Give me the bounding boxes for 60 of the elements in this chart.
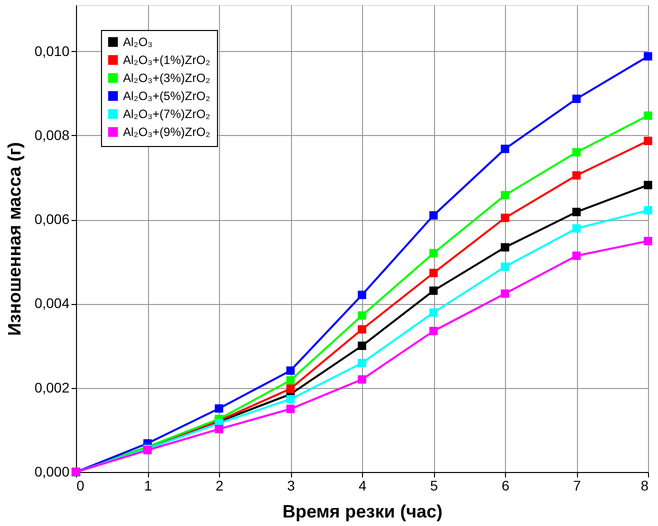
legend-label: Al₂O₃+(3%)ZrO₂ [123, 71, 211, 85]
point [644, 136, 652, 146]
point [572, 252, 581, 260]
point [286, 395, 295, 404]
point [214, 424, 224, 434]
y-axis-title: Изношенная масса (г) [4, 142, 24, 336]
point [572, 94, 581, 104]
point [500, 190, 510, 200]
x-tick-label: 2 [216, 478, 224, 494]
point [429, 286, 438, 295]
point [572, 208, 581, 216]
point [644, 111, 652, 120]
point [286, 404, 295, 414]
point [429, 249, 438, 258]
point [500, 243, 510, 252]
point [429, 211, 438, 220]
point [572, 171, 581, 180]
legend-label: Al₂O₃+(9%)ZrO₂ [123, 125, 211, 139]
y-tick-label: 0,002 [34, 379, 70, 396]
point [500, 289, 510, 298]
x-tick-label: 1 [144, 478, 152, 494]
point [500, 214, 510, 222]
x-tick-label: 7 [573, 478, 582, 494]
point [429, 268, 438, 278]
point [500, 144, 510, 154]
legend-label: Al₂O₃+(5%)ZrO₂ [123, 89, 211, 103]
x-tick-label: 4 [358, 478, 367, 494]
point [358, 342, 366, 350]
point [572, 224, 581, 233]
point [286, 376, 295, 384]
x-axis-title: Время резки (час) [282, 502, 443, 522]
point [572, 148, 581, 156]
y-tick-label: 0,004 [34, 295, 70, 312]
point [644, 180, 652, 190]
point [358, 325, 366, 334]
y-tick-label: 0,010 [34, 42, 70, 59]
legend-label: Al₂O₃ [123, 35, 153, 49]
x-tick-label: 8 [640, 478, 649, 494]
point [429, 326, 438, 336]
legend-label: Al₂O₃+(7%)ZrO₂ [123, 107, 211, 121]
y-tick-label: 0,006 [34, 211, 70, 228]
point [286, 384, 295, 393]
point [214, 404, 224, 413]
point [358, 290, 366, 300]
point [644, 206, 652, 214]
y-tick-label: 0,000 [34, 464, 70, 480]
y-tick-label: 0,008 [34, 126, 70, 143]
point [358, 358, 366, 368]
point [429, 308, 438, 317]
point [358, 311, 366, 320]
x-tick-label: 6 [502, 478, 510, 494]
x-tick-label: 0 [76, 478, 84, 494]
x-tick-label: 3 [287, 478, 296, 494]
point [644, 52, 652, 61]
legend-label: Al₂O₃+(1%)ZrO₂ [123, 53, 211, 67]
point [286, 366, 295, 375]
x-tick-label: 5 [430, 478, 438, 494]
point [358, 375, 366, 384]
point [644, 236, 652, 246]
point [500, 262, 510, 271]
